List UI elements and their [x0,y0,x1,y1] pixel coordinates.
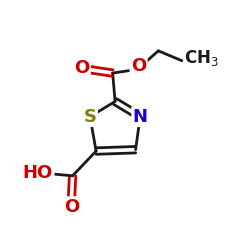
Text: O: O [74,59,89,77]
Text: HO: HO [23,164,53,182]
Text: O: O [64,198,79,216]
Text: S: S [84,108,96,126]
Text: CH$_3$: CH$_3$ [184,48,219,68]
Text: O: O [131,57,146,75]
Text: N: N [133,108,148,126]
